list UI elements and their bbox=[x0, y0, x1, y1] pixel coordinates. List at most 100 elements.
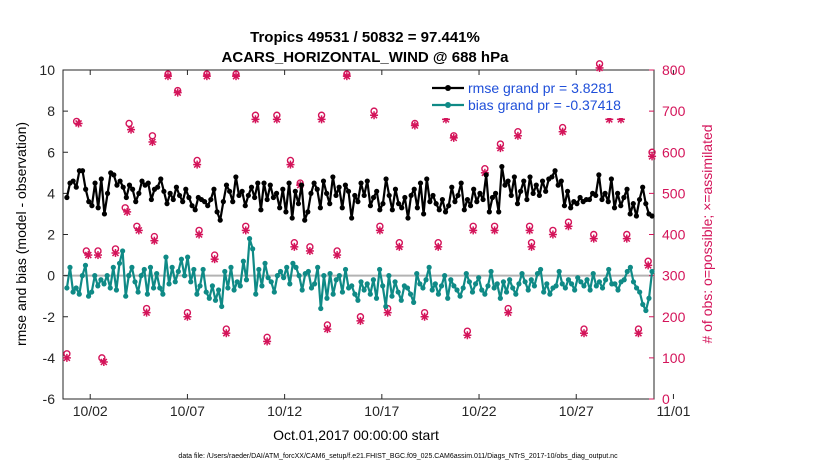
bias-point bbox=[305, 268, 311, 275]
bias-point bbox=[222, 268, 228, 275]
rmse-point bbox=[386, 192, 392, 199]
rmse-point bbox=[170, 196, 176, 203]
rmse-point bbox=[395, 201, 402, 207]
bias-point bbox=[624, 268, 630, 275]
rmse-point bbox=[145, 180, 151, 186]
rmse-point bbox=[536, 192, 543, 199]
rmse-point bbox=[267, 182, 273, 188]
y-left-tick-label: -4 bbox=[43, 350, 56, 366]
rmse-point bbox=[618, 203, 624, 209]
bias-point bbox=[330, 291, 336, 297]
bias-point bbox=[513, 291, 519, 297]
rmse-point bbox=[139, 178, 145, 184]
y-axis-left-label: rmse and bias (model - observation) bbox=[13, 122, 29, 346]
bias-point bbox=[144, 291, 150, 297]
rmse-point bbox=[320, 178, 327, 184]
bias-point bbox=[110, 264, 116, 270]
obs-assimilated-marker bbox=[513, 131, 522, 140]
bias-point bbox=[615, 287, 621, 293]
bias-point bbox=[355, 297, 361, 303]
bias-point bbox=[426, 264, 432, 270]
rmse-point bbox=[608, 176, 614, 182]
rmse-point bbox=[73, 184, 79, 190]
bias-point bbox=[212, 297, 219, 303]
rmse-point bbox=[298, 182, 305, 188]
bias-point bbox=[578, 279, 584, 285]
obs-assimilated-marker bbox=[527, 242, 536, 251]
bias-point bbox=[507, 277, 513, 283]
bias-point bbox=[349, 283, 355, 289]
chart-title-line1: Tropics 49531 / 50832 = 97.441% bbox=[250, 29, 480, 46]
rmse-point bbox=[342, 182, 348, 188]
rmse-point bbox=[452, 199, 458, 205]
rmse-point bbox=[549, 174, 555, 180]
obs-assimilated-marker bbox=[195, 230, 204, 239]
bias-point bbox=[528, 277, 534, 283]
rmse-point bbox=[345, 188, 352, 194]
rmse-point bbox=[602, 190, 608, 196]
bias-point bbox=[311, 281, 318, 287]
bias-point bbox=[386, 273, 392, 279]
obs-assimilated-marker bbox=[496, 144, 505, 153]
obs-assimilated-marker bbox=[272, 115, 281, 124]
bias-point bbox=[206, 295, 212, 301]
rmse-point bbox=[98, 176, 104, 182]
x-tick-label: 10/02 bbox=[73, 403, 108, 419]
rmse-point bbox=[377, 207, 383, 213]
bias-point bbox=[488, 268, 494, 275]
rmse-point bbox=[252, 194, 258, 201]
bias-point bbox=[296, 273, 302, 279]
rmse-point bbox=[649, 213, 655, 219]
bias-point bbox=[287, 281, 293, 287]
bias-point bbox=[308, 285, 315, 291]
bias-point bbox=[98, 277, 104, 283]
rmse-point bbox=[374, 188, 380, 194]
obs-assimilated-marker bbox=[93, 251, 102, 260]
x-axis-label: Oct.01,2017 00:00:00 start bbox=[273, 427, 439, 443]
bias-point bbox=[630, 279, 637, 285]
rmse-point bbox=[636, 196, 643, 203]
bias-point bbox=[380, 283, 386, 289]
rmse-point bbox=[336, 184, 342, 190]
bias-point bbox=[191, 266, 197, 273]
bias-point bbox=[633, 285, 640, 291]
rmse-point bbox=[352, 192, 358, 199]
bias-point bbox=[268, 279, 274, 285]
rmse-point bbox=[599, 196, 605, 203]
bias-point bbox=[336, 273, 342, 279]
bias-point bbox=[438, 283, 445, 289]
obs-assimilated-marker bbox=[395, 242, 404, 251]
bias-point bbox=[587, 287, 593, 293]
obs-assimilated-marker bbox=[202, 72, 211, 81]
rmse-point bbox=[543, 188, 549, 194]
bias-point bbox=[556, 268, 562, 275]
bias-point bbox=[420, 285, 426, 291]
rmse-point bbox=[611, 205, 618, 211]
bias-point bbox=[435, 291, 442, 297]
footer-data-file: data file: /Users/raeder/DAI/ATM_forcXX/… bbox=[178, 453, 618, 460]
rmse-point bbox=[148, 196, 154, 203]
bias-point bbox=[606, 266, 612, 273]
rmse-point bbox=[577, 194, 583, 201]
bias-point bbox=[284, 264, 290, 270]
rmse-point bbox=[421, 211, 427, 217]
obs-assimilated-marker bbox=[410, 121, 419, 130]
y-axis-right-label: # of obs: o=possible; ×=assimilated bbox=[699, 124, 715, 343]
obs-assimilated-marker bbox=[463, 331, 472, 340]
rmse-point bbox=[461, 207, 467, 213]
obs-assimilated-marker bbox=[210, 255, 219, 264]
rmse-point bbox=[117, 178, 123, 184]
bias-point bbox=[389, 293, 395, 299]
y-left-tick-label: 2 bbox=[47, 227, 55, 243]
obs-assimilated-marker bbox=[148, 137, 157, 146]
y-left-tick-label: 4 bbox=[47, 185, 55, 201]
bias-point bbox=[237, 283, 243, 289]
bias-point bbox=[494, 281, 500, 287]
bias-point bbox=[107, 285, 113, 291]
rmse-point bbox=[633, 213, 640, 219]
bias-point bbox=[188, 279, 194, 285]
obs-assimilated-marker bbox=[548, 230, 557, 239]
obs-assimilated-marker bbox=[356, 316, 365, 325]
rmse-point bbox=[605, 199, 611, 205]
